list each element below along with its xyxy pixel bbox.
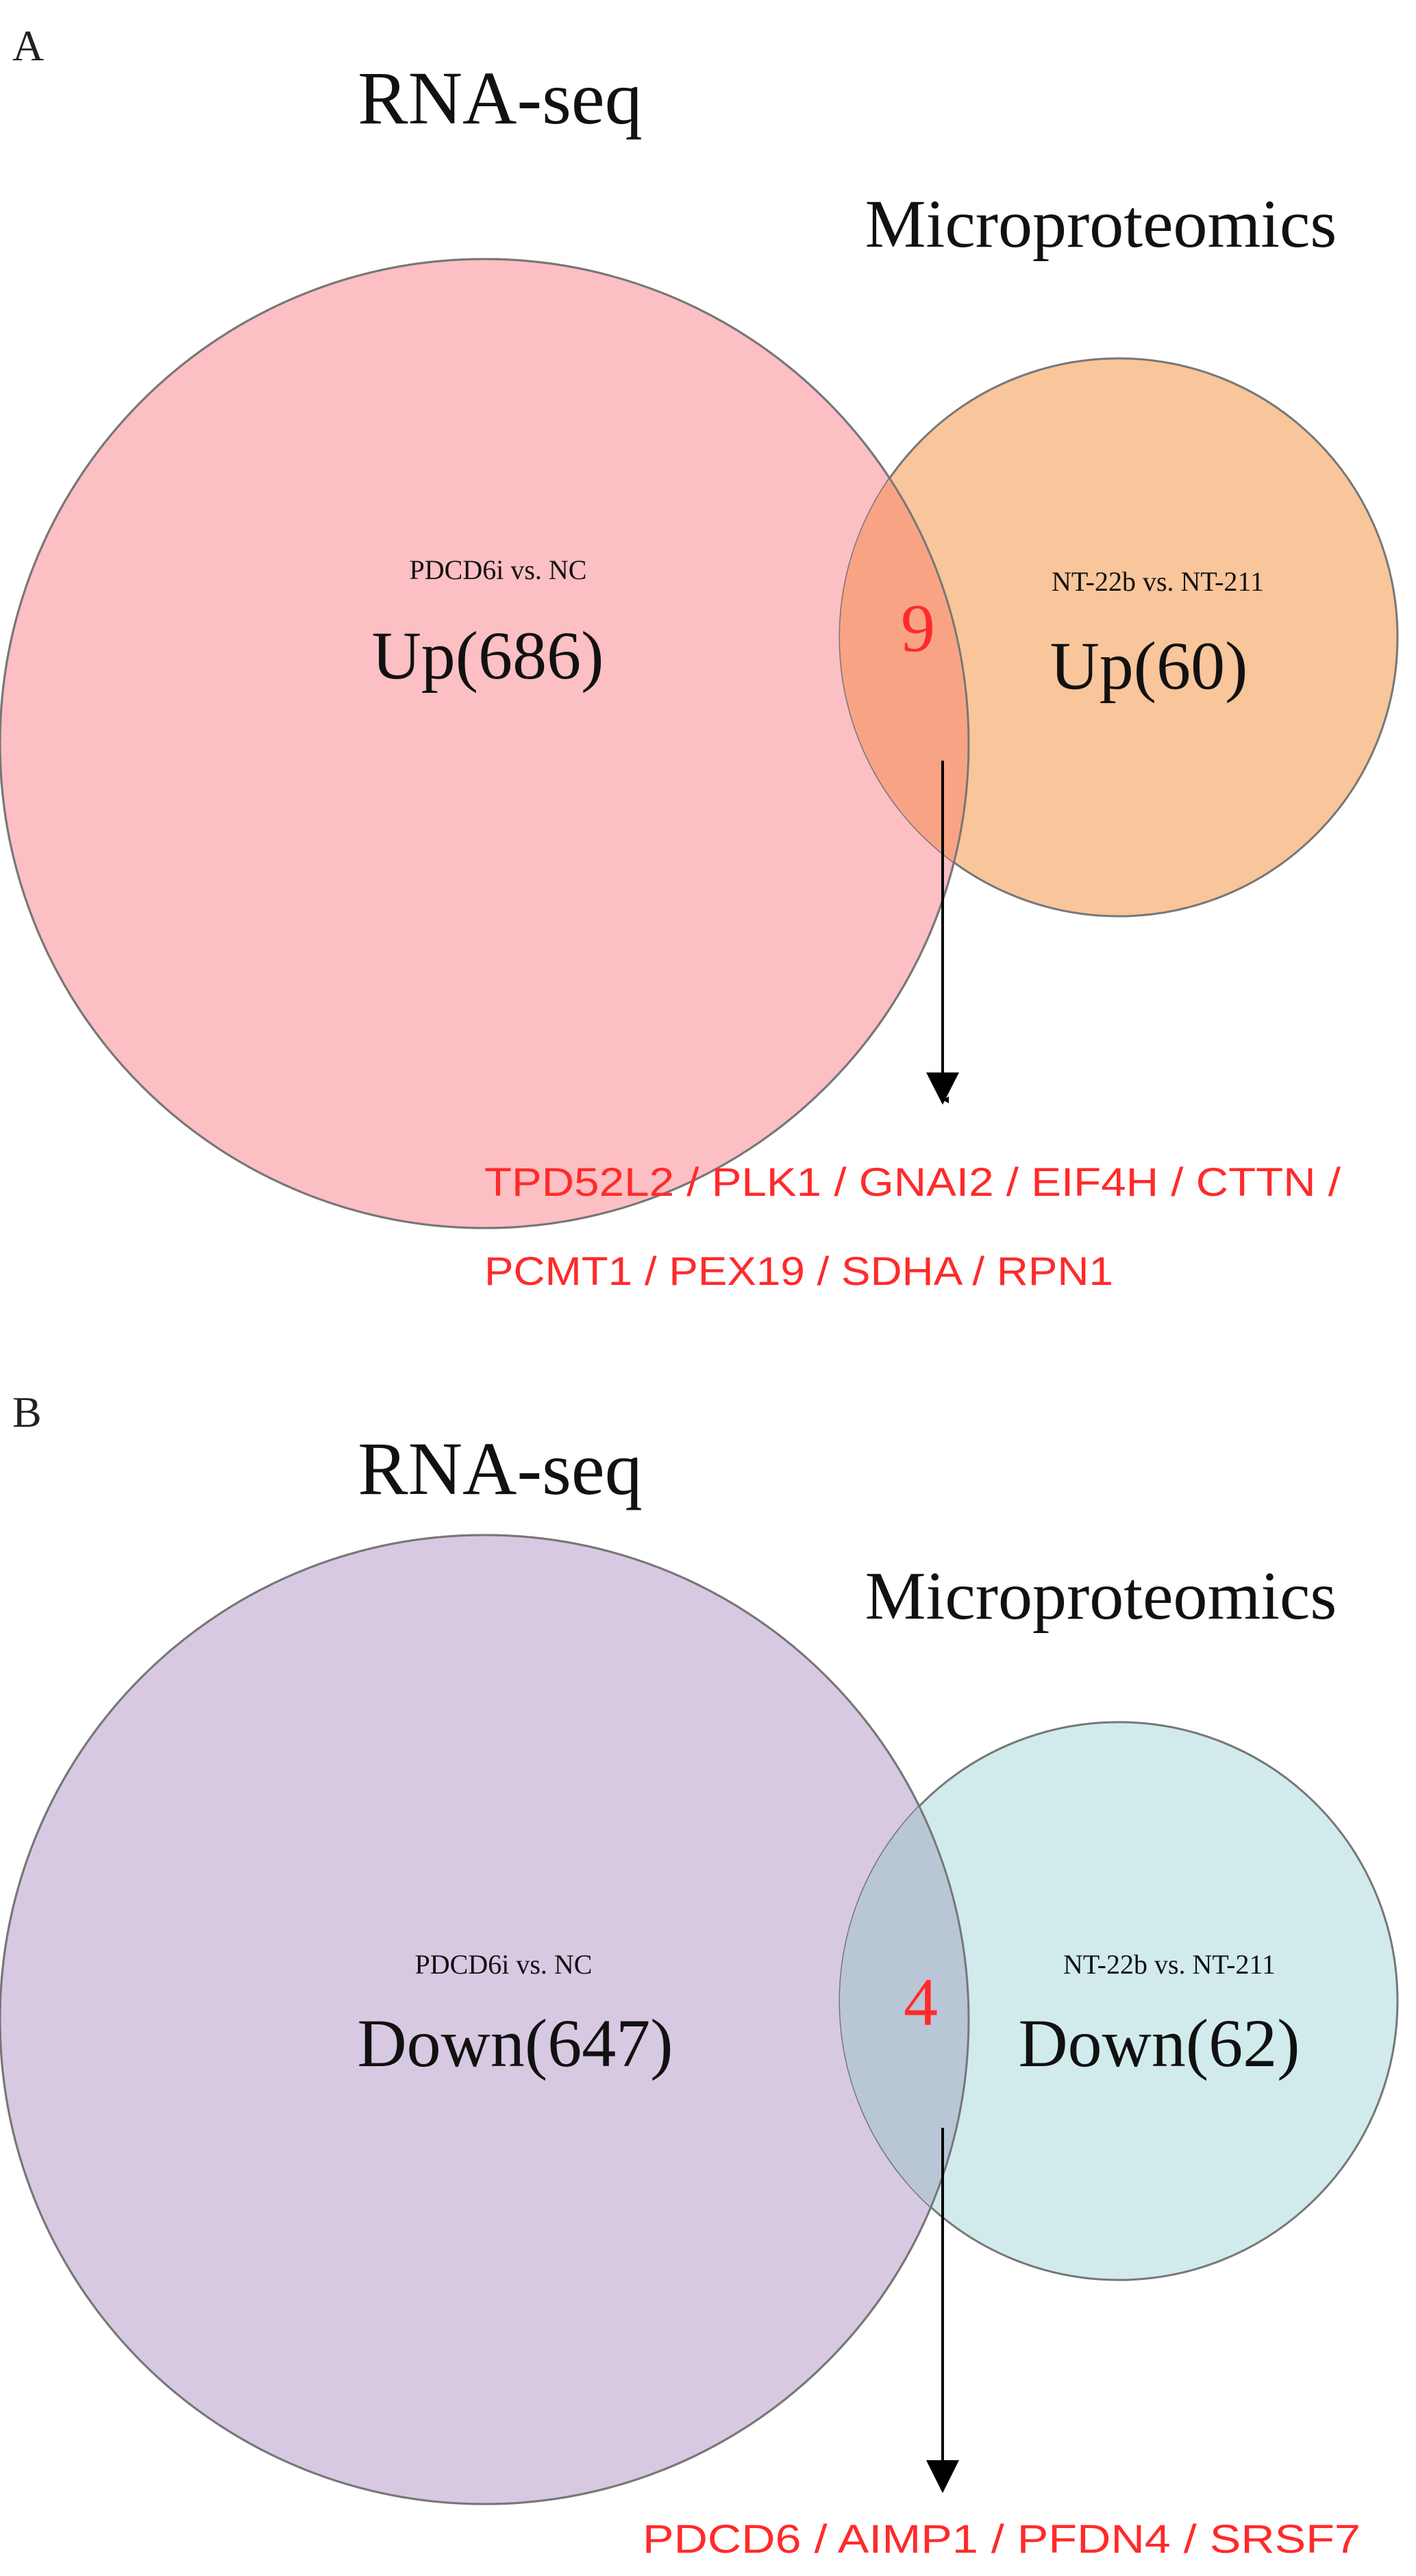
panel-b-left-subtitle: PDCD6i vs. NC — [415, 1949, 593, 1980]
panel-a-right-set-title: Microproteomics — [865, 186, 1337, 262]
panel-b-right-set-title: Microproteomics — [865, 1558, 1337, 1634]
panel-a-overlap-count: 9 — [901, 590, 935, 666]
panel-b-left-label: Down(647) — [357, 2005, 673, 2081]
panel-a-left-set-title: RNA-seq — [358, 56, 643, 140]
panel-a: A RNA-seq Microproteomics PDCD6i vs. NC … — [0, 21, 1399, 1294]
panel-b-left-set-title: RNA-seq — [358, 1427, 643, 1510]
panel-b-genes-line1: PDCD6 / AIMP1 / PFDN4 / SRSF7 — [643, 2517, 1361, 2562]
panel-b-right-subtitle: NT-22b vs. NT-211 — [1063, 1949, 1276, 1980]
panel-b-left-circle-outline — [0, 1534, 970, 2505]
panel-a-right-label: Up(60) — [1050, 628, 1248, 704]
panel-b: B RNA-seq Microproteomics PDCD6i vs. NC … — [0, 1388, 1399, 2562]
panel-a-genes-line2: PCMT1 / PEX19 / SDHA / RPN1 — [484, 1249, 1113, 1294]
panel-a-left-circle — [0, 258, 970, 1229]
panel-a-genes-line1: TPD52L2 / PLK1 / GNAI2 / EIF4H / CTTN / — [484, 1160, 1341, 1205]
panel-a-left-circle-outline — [0, 258, 970, 1229]
panel-a-right-subtitle: NT-22b vs. NT-211 — [1052, 566, 1264, 597]
panel-a-letter: A — [12, 21, 44, 70]
panel-b-arrowhead — [926, 2460, 959, 2493]
panel-b-letter: B — [12, 1388, 42, 1436]
panel-a-left-subtitle: PDCD6i vs. NC — [410, 554, 587, 585]
panel-a-left-label: Up(686) — [372, 617, 604, 694]
panel-b-overlap-count: 4 — [904, 1964, 938, 2040]
panel-a-arrowhead — [926, 1072, 959, 1105]
panel-b-right-label: Down(62) — [1018, 2005, 1300, 2081]
